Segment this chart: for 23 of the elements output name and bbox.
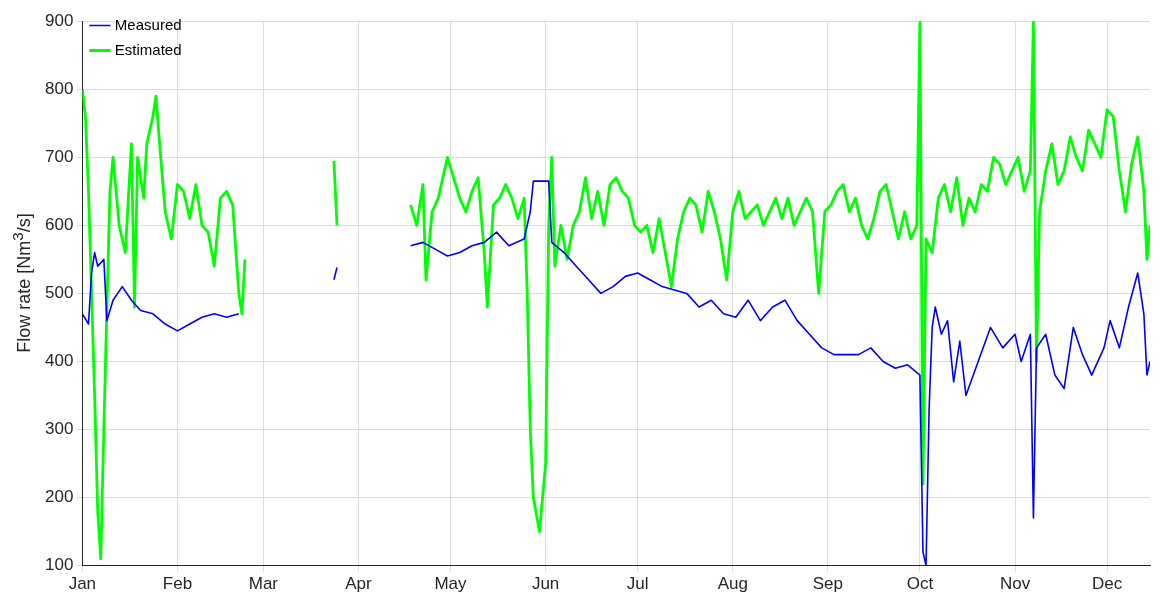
legend-label: Estimated [114,40,182,58]
legend-label: Measured [114,15,182,33]
x-tick-label: Nov [999,574,1031,594]
x-tick-label: Sep [812,574,843,594]
x-tick-label: Dec [1091,574,1123,594]
x-tick-label: Jan [68,574,97,594]
y-tick-label: 700 [44,146,74,166]
y-tick-label: 200 [44,487,74,507]
x-tick-label: Jun [531,574,560,594]
y-tick-label: 900 [44,10,74,30]
y-tick-label: 300 [44,419,74,439]
x-tick-label: Feb [162,574,193,594]
x-tick-label: May [434,574,468,594]
x-tick-label: Aug [717,574,748,594]
y-tick-label: 400 [44,351,74,371]
x-tick-label: Apr [345,574,373,594]
y-tick-label: 500 [44,283,74,303]
x-tick-label: Oct [906,574,934,594]
y-tick-label: 600 [44,215,74,235]
y-tick-label: 800 [44,78,74,98]
x-tick-label: Jul [626,574,649,594]
y-tick-label: 100 [44,555,74,575]
x-tick-label: Mar [248,574,279,594]
